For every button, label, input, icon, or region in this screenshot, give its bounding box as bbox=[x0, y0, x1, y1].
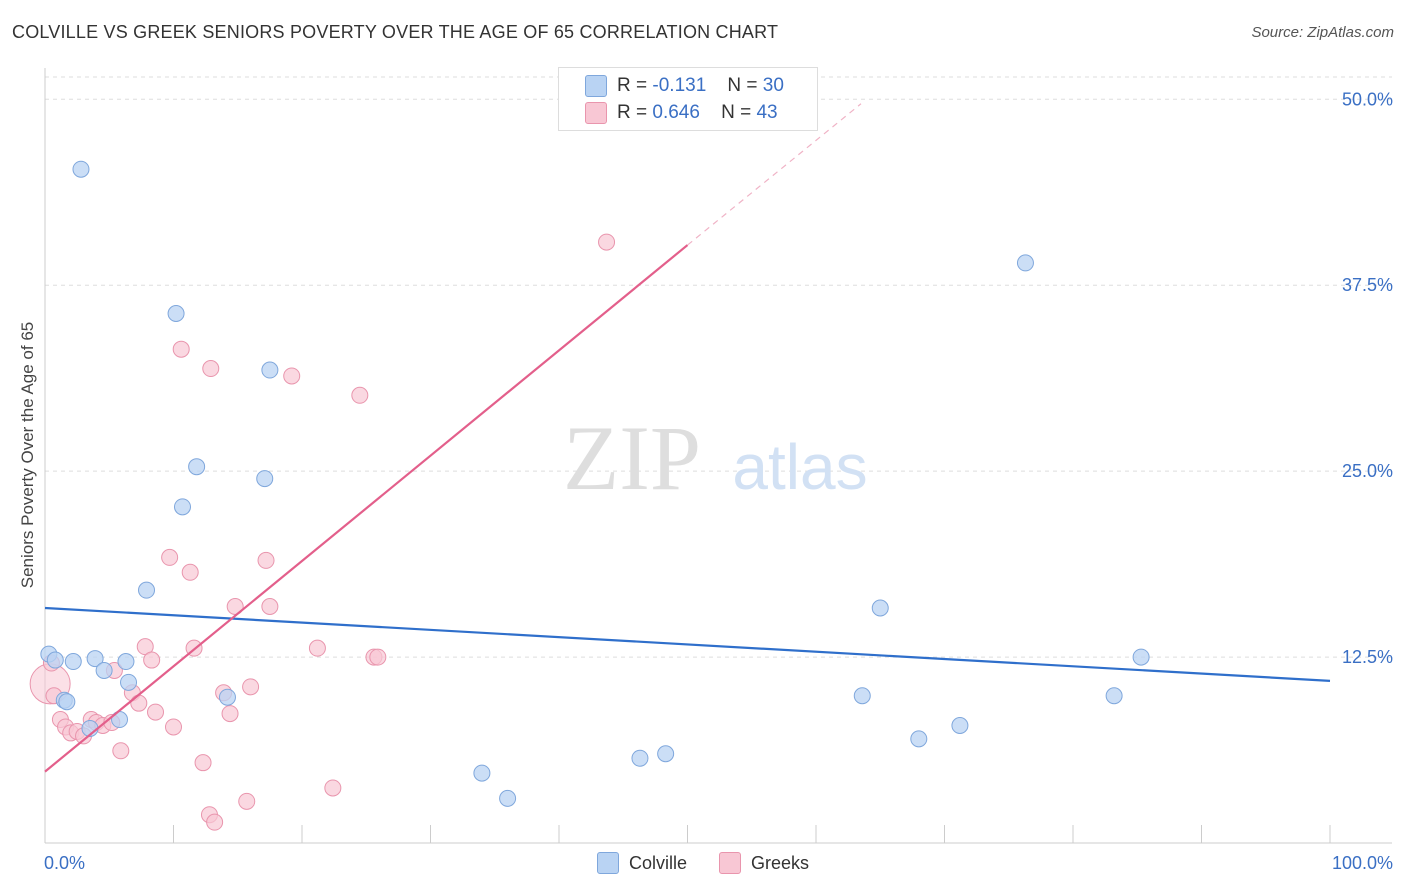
colville-point bbox=[631, 749, 649, 767]
watermark-atlas: atlas bbox=[732, 431, 867, 503]
legend-item-greeks: Greeks bbox=[719, 852, 809, 874]
colville-point bbox=[72, 160, 90, 178]
greeks-point bbox=[172, 340, 190, 358]
colville-point bbox=[910, 730, 928, 748]
tick-labels: 12.5% 25.0% 37.5% 50.0% 0.0% 100.0% bbox=[44, 89, 1393, 873]
greeks-trend-line bbox=[44, 244, 689, 773]
colville-point bbox=[173, 498, 191, 516]
legend-colville-label: Colville bbox=[628, 852, 687, 873]
colville-point bbox=[188, 458, 206, 476]
colville-point bbox=[1132, 648, 1150, 666]
colville-point bbox=[86, 650, 104, 668]
greeks-r-value: 0.646 bbox=[652, 102, 700, 123]
colville-point bbox=[1105, 687, 1123, 705]
colville-point bbox=[871, 599, 889, 617]
greeks-swatch bbox=[585, 102, 607, 124]
colville-point bbox=[256, 470, 274, 488]
colville-point bbox=[64, 653, 82, 671]
colville-point bbox=[499, 789, 517, 807]
watermark-zip: ZIP bbox=[563, 407, 701, 509]
greeks-point bbox=[161, 548, 179, 566]
greeks-point bbox=[202, 360, 220, 378]
axes bbox=[44, 68, 1392, 844]
colville-point bbox=[138, 581, 156, 599]
greeks-point bbox=[143, 651, 161, 669]
colville-n-label: N = bbox=[727, 75, 758, 96]
colville-point bbox=[117, 653, 135, 671]
colville-point bbox=[46, 651, 64, 669]
colville-n-value: 30 bbox=[762, 75, 784, 96]
x-tick-label: 0.0% bbox=[44, 853, 85, 873]
colville-point bbox=[95, 661, 113, 679]
colville-point bbox=[58, 693, 76, 711]
greeks-n-label: N = bbox=[721, 102, 752, 123]
stats-text-greeks: R = 0.646 N = 43 bbox=[617, 102, 778, 124]
y-tick-label: 50.0% bbox=[1342, 89, 1393, 109]
greeks-point bbox=[221, 705, 239, 723]
greeks-point bbox=[324, 779, 342, 797]
greeks-point bbox=[283, 367, 301, 385]
colville-point bbox=[167, 304, 185, 322]
greeks-point bbox=[165, 718, 182, 736]
greeks-point bbox=[369, 648, 387, 666]
greeks-r-label: R = bbox=[617, 102, 648, 123]
greeks-point bbox=[112, 742, 130, 760]
trend-lines bbox=[44, 103, 1331, 773]
colville-point bbox=[218, 688, 236, 706]
grid-lines bbox=[45, 76, 1392, 658]
colville-point bbox=[1016, 254, 1034, 272]
greeks-point bbox=[206, 813, 224, 831]
legend-item-colville: Colville bbox=[596, 852, 687, 874]
greeks-point bbox=[261, 598, 279, 616]
greeks-point bbox=[351, 386, 369, 404]
colville-trend-line bbox=[44, 606, 1331, 682]
legend-colville-swatch bbox=[596, 852, 619, 874]
colville-r-value: -0.131 bbox=[652, 75, 707, 96]
colville-point bbox=[261, 361, 279, 379]
stats-legend: R = -0.131 N = 30 R = 0.646 N = 43 bbox=[558, 67, 818, 131]
greeks-point bbox=[598, 233, 616, 251]
watermark: ZIP atlas bbox=[563, 407, 868, 509]
greeks-n-value: 43 bbox=[756, 102, 778, 123]
colville-swatch bbox=[585, 75, 607, 97]
colville-point bbox=[120, 673, 138, 691]
y-axis-label: Seniors Poverty Over the Age of 65 bbox=[18, 321, 37, 589]
y-tick-label: 37.5% bbox=[1342, 275, 1393, 295]
x-tick-label: 100.0% bbox=[1332, 853, 1393, 873]
series-colville-points bbox=[40, 160, 1150, 807]
greeks-point bbox=[238, 792, 256, 810]
stats-text-colville: R = -0.131 N = 30 bbox=[617, 75, 784, 97]
y-tick-label: 12.5% bbox=[1342, 647, 1393, 667]
greeks-point bbox=[308, 639, 326, 657]
greeks-point bbox=[181, 563, 199, 581]
greeks-trend-extension bbox=[687, 103, 862, 246]
legend-greeks-swatch bbox=[719, 852, 741, 874]
colville-point bbox=[473, 764, 491, 782]
greeks-point bbox=[147, 703, 165, 721]
colville-point bbox=[657, 745, 675, 763]
greeks-point bbox=[257, 551, 275, 569]
colville-point bbox=[951, 716, 969, 734]
colville-point bbox=[853, 687, 871, 705]
greeks-point bbox=[194, 754, 212, 772]
y-tick-label: 25.0% bbox=[1342, 461, 1393, 481]
colville-r-label: R = bbox=[617, 75, 648, 96]
greeks-point bbox=[130, 694, 148, 712]
source-label: Source: ZipAtlas.com bbox=[1251, 24, 1394, 41]
chart-title: COLVILLE VS GREEK SENIORS POVERTY OVER T… bbox=[12, 22, 779, 42]
series-legend: Colville Greeks bbox=[0, 852, 1406, 874]
greeks-point bbox=[242, 678, 260, 696]
legend-greeks-label: Greeks bbox=[751, 852, 810, 873]
